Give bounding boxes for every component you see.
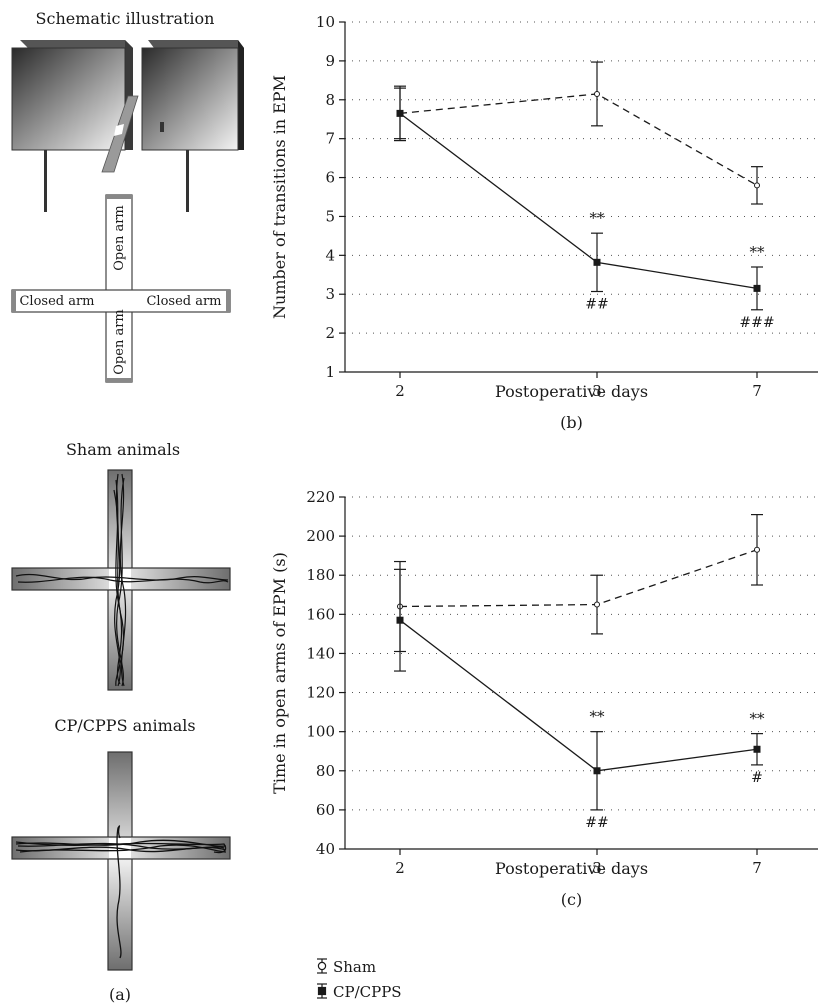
y-tick-label: 220 xyxy=(306,488,335,506)
significance-below: ## xyxy=(585,815,608,831)
x-tick-label: 3 xyxy=(592,382,602,400)
cp-data-point xyxy=(396,109,404,117)
y-tick-label: 100 xyxy=(306,723,335,741)
legend-cp-marker xyxy=(317,983,327,999)
y-tick-label: 4 xyxy=(325,246,335,264)
sham-trajectory xyxy=(15,473,229,687)
sham-data-point xyxy=(754,546,760,553)
epm-maze-diagram: Open arm Open arm Closed arm Closed arm xyxy=(11,194,231,383)
y-tick-label: 40 xyxy=(316,840,335,858)
panel-a: Schematic illustration xyxy=(11,9,244,1004)
significance-below: ## xyxy=(585,297,608,313)
sham-series-line xyxy=(399,549,758,608)
y-tick-label: 80 xyxy=(316,762,335,780)
y-tick-label: 2 xyxy=(325,324,335,342)
y-tick-label: 60 xyxy=(316,801,335,819)
y-tick-label: 160 xyxy=(306,605,335,623)
legend-sham-label: Sham xyxy=(333,958,376,976)
y-tick-label: 5 xyxy=(325,207,335,225)
x-tick-label: 2 xyxy=(395,382,405,400)
closed-arm-label-right: Closed arm xyxy=(146,294,221,309)
significance-above: ** xyxy=(590,708,606,726)
schematic-apparatus-drawing xyxy=(11,40,244,212)
schematic-title: Schematic illustration xyxy=(36,9,215,28)
chart-caption: (c) xyxy=(561,890,582,909)
cp-data-point xyxy=(593,258,601,266)
legend: Sham CP/CPPS xyxy=(317,958,402,1001)
y-tick-label: 200 xyxy=(306,527,335,545)
y-tick-label: 180 xyxy=(306,566,335,584)
y-tick-label: 120 xyxy=(306,684,335,702)
cp-trajectory xyxy=(15,825,227,959)
legend-cp-label: CP/CPPS xyxy=(333,983,402,1001)
cp-series-line xyxy=(399,619,758,772)
x-axis-title: Postoperative days xyxy=(495,859,648,878)
sham-data-point xyxy=(594,601,600,608)
significance-below: ### xyxy=(739,315,774,331)
closed-arm-label-left: Closed arm xyxy=(19,294,94,309)
open-arm-label-bottom: Open arm xyxy=(112,309,127,374)
cp-data-point xyxy=(753,745,761,753)
y-axis-title: Number of transitions in EPM xyxy=(270,75,289,319)
cp-data-point xyxy=(396,616,404,624)
x-tick-label: 2 xyxy=(395,859,405,877)
cp-data-point xyxy=(753,284,761,292)
significance-above: ** xyxy=(590,209,606,227)
chart-caption: (b) xyxy=(560,413,583,432)
cp-animals-title: CP/CPPS animals xyxy=(54,716,195,735)
legend-sham-marker xyxy=(317,958,327,974)
cp-track-diagram xyxy=(11,751,231,971)
significance-below: # xyxy=(751,770,763,786)
significance-above: ** xyxy=(750,710,766,728)
chart-c: 40 60 80 100 120 140 160 180 200 220 2 3 7 Postoperat… xyxy=(270,488,818,909)
y-tick-label: 8 xyxy=(325,91,335,109)
sham-data-point xyxy=(594,90,600,97)
x-tick-label: 7 xyxy=(752,382,762,400)
y-tick-label: 9 xyxy=(325,52,335,70)
y-axis-title: Time in open arms of EPM (s) xyxy=(270,552,289,794)
x-tick-label: 7 xyxy=(752,859,762,877)
significance-above: ** xyxy=(750,243,766,261)
panel-a-caption: (a) xyxy=(109,985,131,1004)
y-tick-label: 6 xyxy=(325,169,335,187)
cp-series-line xyxy=(399,112,758,290)
y-tick-label: 3 xyxy=(325,285,335,303)
y-tick-label: 140 xyxy=(306,644,335,662)
chart-b: 1 2 3 4 5 6 7 8 9 10 2 3 7 Postoperative days Number o… xyxy=(270,13,818,432)
x-tick-label: 3 xyxy=(592,859,602,877)
y-tick-label: 1 xyxy=(325,363,335,381)
open-arm-label-top: Open arm xyxy=(112,205,127,270)
sham-track-diagram xyxy=(11,469,231,691)
y-tick-label: 7 xyxy=(325,130,335,148)
y-tick-label: 10 xyxy=(316,13,335,31)
sham-data-point xyxy=(754,182,760,189)
sham-series-line xyxy=(399,93,758,186)
cp-data-point xyxy=(593,767,601,775)
sham-animals-title: Sham animals xyxy=(66,440,180,459)
x-axis-title: Postoperative days xyxy=(495,382,648,401)
